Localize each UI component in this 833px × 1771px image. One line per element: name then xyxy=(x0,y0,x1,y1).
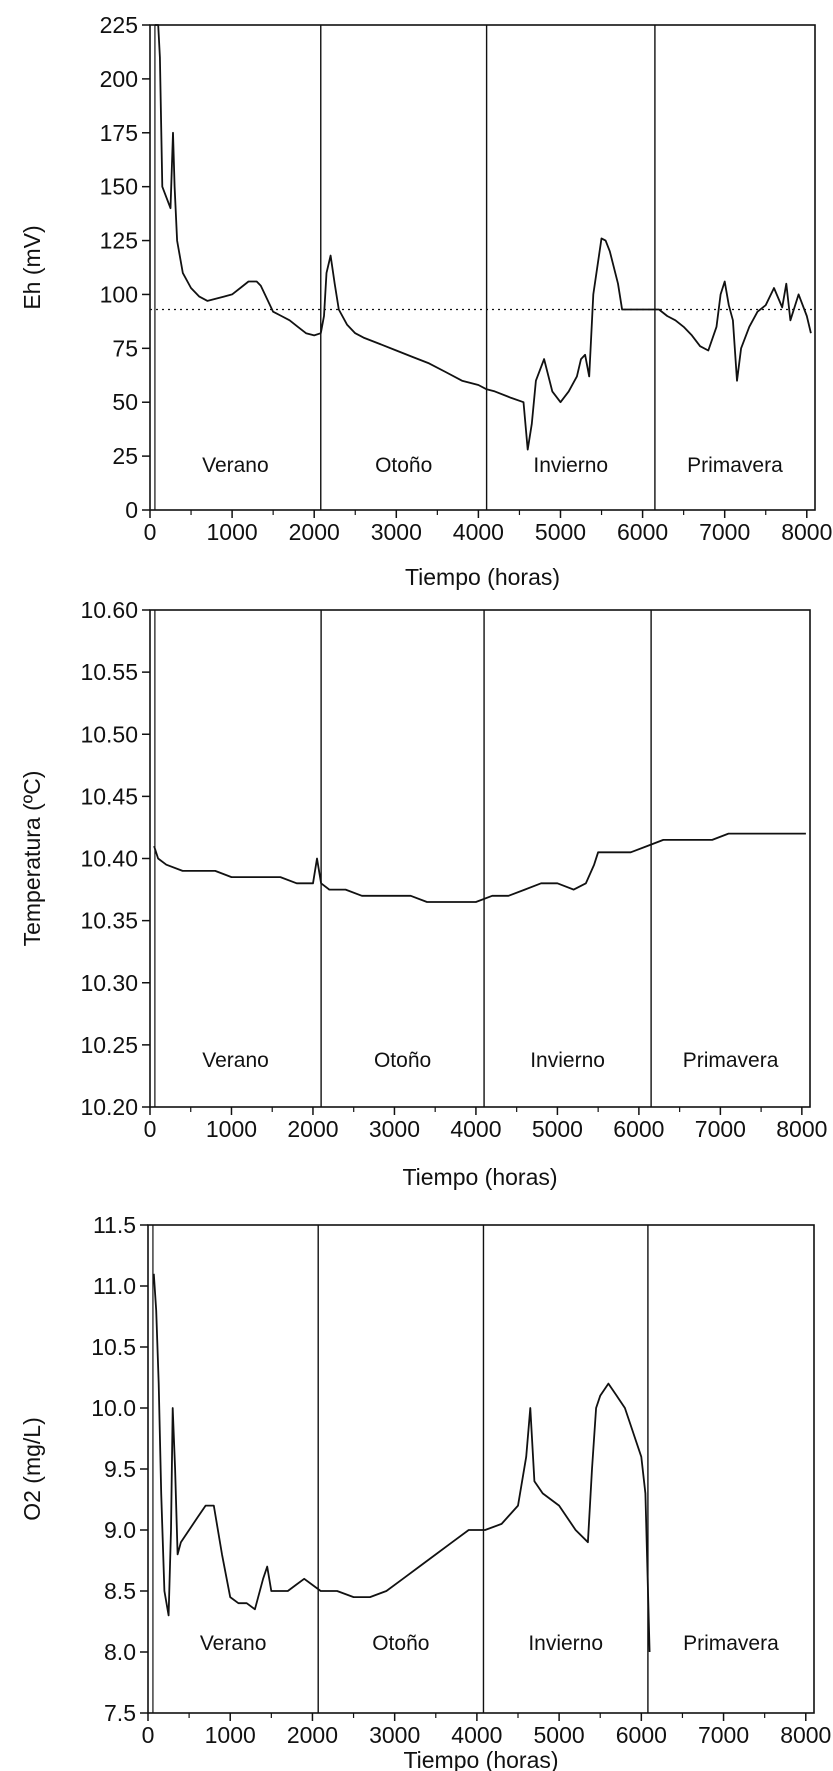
x-tick-label: 4000 xyxy=(453,519,504,545)
x-tick-label: 7000 xyxy=(698,1722,749,1748)
x-tick-label: 6000 xyxy=(617,519,668,545)
y-axis-label: O2 (mg/L) xyxy=(19,1417,45,1521)
x-tick-label: 4000 xyxy=(451,1722,502,1748)
y-axis-label: Temperatura (ºC) xyxy=(19,771,45,947)
x-tick-label: 3000 xyxy=(371,519,422,545)
x-tick-label: 0 xyxy=(144,519,157,545)
y-tick-label: 175 xyxy=(100,120,138,146)
y-tick-label: 25 xyxy=(112,443,138,469)
y-tick-label: 225 xyxy=(100,12,138,38)
y-tick-label: 10.5 xyxy=(91,1334,136,1360)
season-label: Verano xyxy=(202,1049,269,1072)
panel-temperatura: 0 1000 2000 3000 4000 5000 6000 7000 8000 10.20 10… xyxy=(19,597,827,1190)
x-tick-label: 4000 xyxy=(450,1116,501,1142)
x-tick-label: 6000 xyxy=(613,1116,664,1142)
x-tick-label: 5000 xyxy=(532,1116,583,1142)
plot-frame xyxy=(149,24,816,511)
y-tick-label: 10.35 xyxy=(80,908,138,934)
x-tick-label: 1000 xyxy=(206,1116,257,1142)
x-tick-label: 0 xyxy=(144,1116,157,1142)
y-tick-label: 10.55 xyxy=(80,659,138,685)
y-tick-label: 200 xyxy=(100,66,138,92)
y-tick-label: 100 xyxy=(100,281,138,307)
y-tick-label: 10.60 xyxy=(80,597,138,623)
x-tick-label: 2000 xyxy=(287,1722,338,1748)
season-label: Invierno xyxy=(528,1632,603,1655)
x-axis-label: Tiempo (horas) xyxy=(405,564,560,590)
season-label: Verano xyxy=(200,1632,267,1655)
season-label: Otoño xyxy=(375,454,432,477)
x-axis-label: Tiempo (horas) xyxy=(403,1747,558,1771)
y-tick-label: 150 xyxy=(100,174,138,200)
season-label: Primavera xyxy=(683,1632,779,1655)
season-label: Primavera xyxy=(683,1049,779,1072)
x-tick-label: 8000 xyxy=(780,1722,831,1748)
y-tick-label: 125 xyxy=(100,228,138,254)
x-tick-label: 5000 xyxy=(534,1722,585,1748)
y-tick-label: 75 xyxy=(112,335,138,361)
x-tick-label: 0 xyxy=(142,1722,155,1748)
x-tick-label: 5000 xyxy=(535,519,586,545)
y-tick-label: 10.45 xyxy=(80,783,138,809)
y-tick-label: 7.5 xyxy=(104,1700,136,1726)
y-tick-label: 10.25 xyxy=(80,1032,138,1058)
season-label: Otoño xyxy=(372,1632,429,1655)
x-tick-label: 7000 xyxy=(699,519,750,545)
y-tick-label: 11.5 xyxy=(93,1212,136,1238)
y-tick-label: 0 xyxy=(125,497,138,523)
y-tick-label: 10.20 xyxy=(80,1094,138,1120)
y-tick-label: 11.0 xyxy=(93,1273,136,1299)
y-tick-label: 10.0 xyxy=(91,1395,136,1421)
y-axis-label: Eh (mV) xyxy=(19,225,45,309)
series-line xyxy=(153,832,806,903)
x-tick-label: 8000 xyxy=(776,1116,827,1142)
y-tick-label: 50 xyxy=(112,389,138,415)
series-line xyxy=(154,24,812,451)
x-axis-label: Tiempo (horas) xyxy=(402,1164,557,1190)
season-label: Otoño xyxy=(374,1049,431,1072)
x-tick-label: 6000 xyxy=(616,1722,667,1748)
y-tick-label: 10.30 xyxy=(80,970,138,996)
y-tick-label: 9.0 xyxy=(104,1517,136,1543)
y-tick-label: 10.40 xyxy=(80,846,138,872)
panel-o2: 0 1000 2000 3000 4000 5000 6000 7000 8000 7.5 8.0 8… xyxy=(19,1212,831,1771)
x-tick-label: 3000 xyxy=(369,1116,420,1142)
series-line xyxy=(152,1273,651,1653)
x-tick-label: 3000 xyxy=(369,1722,420,1748)
x-tick-label: 1000 xyxy=(205,1722,256,1748)
panel-eh: 0 1000 2000 3000 4000 5000 6000 7000 8000 0 25 50 75… xyxy=(19,12,832,590)
season-label: Verano xyxy=(202,454,269,477)
season-label: Primavera xyxy=(687,454,783,477)
season-label: Invierno xyxy=(533,454,608,477)
plot-frame xyxy=(149,609,811,1108)
y-tick-label: 9.5 xyxy=(104,1456,136,1482)
y-tick-label: 8.5 xyxy=(104,1578,136,1604)
x-tick-label: 1000 xyxy=(207,519,258,545)
x-tick-label: 2000 xyxy=(287,1116,338,1142)
x-tick-label: 7000 xyxy=(695,1116,746,1142)
y-tick-label: 8.0 xyxy=(104,1639,136,1665)
x-tick-label: 8000 xyxy=(781,519,832,545)
season-label: Invierno xyxy=(530,1049,605,1072)
y-tick-label: 10.50 xyxy=(80,721,138,747)
x-tick-label: 2000 xyxy=(289,519,340,545)
